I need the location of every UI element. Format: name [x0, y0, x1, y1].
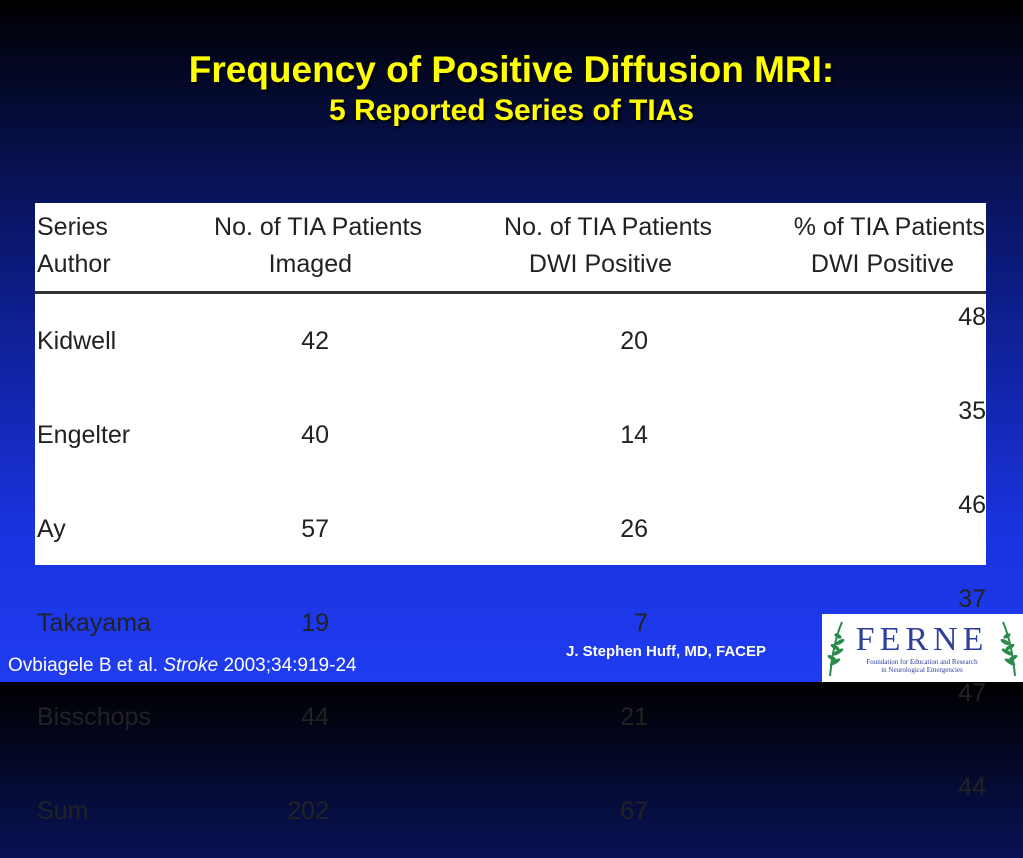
cell-dwi-percent: 44: [958, 773, 986, 801]
title-line-1: Frequency of Positive Diffusion MRI:: [188, 49, 835, 90]
citation-prefix: Ovbiagele B et al.: [8, 655, 164, 676]
cell-dwi-count: 7: [634, 608, 648, 637]
cell-imaged-wrap: 202: [187, 764, 422, 858]
cell-dwi-count: 14: [620, 420, 648, 449]
cell-dwi-percent-wrap: 47: [712, 670, 986, 764]
header-text: DWI Positive: [528, 250, 672, 278]
cell-imaged: 19: [301, 608, 329, 637]
cell-dwi-percent-wrap: 35: [712, 388, 986, 482]
table-header-row: Series Author No. of TIA Patients Imaged…: [35, 203, 986, 294]
cell-dwi-percent: 46: [958, 491, 986, 519]
cell-author: Kidwell: [37, 326, 117, 355]
cell-dwi-count-wrap: 21: [422, 670, 712, 764]
cell-author: Engelter: [37, 420, 131, 449]
cell-imaged-wrap: 40: [187, 388, 422, 482]
cell-dwi-percent: 48: [958, 303, 986, 331]
fern-leaf-left-icon: [827, 621, 845, 677]
cell-imaged-wrap: 19: [187, 576, 422, 670]
header-text: Author: [37, 250, 111, 278]
header-series-author: Series Author: [35, 203, 187, 294]
title-line-2: 5 Reported Series of TIAs: [328, 94, 695, 127]
cell-dwi-count: 21: [620, 702, 648, 731]
logo-subtitle-2: in Neurological Emergencies: [881, 666, 963, 674]
logo-wordmark: FERNE: [856, 621, 989, 658]
cell-dwi-percent-wrap: 44: [712, 764, 986, 858]
cell-dwi-count-wrap: 7: [422, 576, 712, 670]
cell-imaged: 57: [301, 514, 329, 543]
cell-dwi-count-wrap: 20: [422, 293, 712, 389]
presenter-name: J. Stephen Huff, MD, FACEP: [566, 643, 767, 660]
cell-dwi-count: 67: [620, 796, 648, 825]
cell-imaged-wrap: 57: [187, 482, 422, 576]
header-text: No. of TIA Patients: [504, 213, 712, 241]
cell-imaged: 44: [301, 702, 329, 731]
citation-suffix: 2003;34:919-24: [218, 655, 357, 676]
table-row: Bisschops 44 21 47: [35, 670, 986, 764]
cell-author: Ay: [37, 514, 66, 543]
table-row: Takayama 19 7 37: [35, 576, 986, 670]
results-table: Series Author No. of TIA Patients Imaged…: [35, 203, 986, 825]
header-text: Series: [37, 213, 108, 241]
cell-imaged: 40: [301, 420, 329, 449]
table-row: Ay 57 26 46: [35, 482, 986, 576]
table-row: Engelter 40 14 35: [35, 388, 986, 482]
cell-author: Bisschops: [37, 702, 151, 731]
cell-dwi-count: 26: [620, 514, 648, 543]
cell-imaged: 202: [287, 796, 329, 825]
cell-dwi-percent-wrap: 37: [712, 576, 986, 670]
cell-dwi-count-wrap: 67: [422, 764, 712, 858]
cell-imaged-wrap: 42: [187, 293, 422, 389]
header-dwi-positive-count: No. of TIA Patients DWI Positive: [422, 203, 712, 294]
cell-dwi-percent: 37: [958, 585, 986, 613]
citation: Ovbiagele B et al. Stroke 2003;34:919-24: [8, 655, 357, 677]
cell-imaged-wrap: 44: [187, 670, 422, 764]
header-text: No. of TIA Patients: [214, 213, 422, 241]
cell-author: Takayama: [37, 608, 151, 637]
header-text: % of TIA Patients: [793, 213, 985, 241]
header-text: Imaged: [268, 250, 352, 278]
cell-dwi-percent-wrap: 48: [712, 293, 986, 389]
header-text: DWI Positive: [810, 250, 954, 278]
table-row-sum: Sum 202 67 44: [35, 764, 986, 858]
ferne-logo-graphic: FERNE Foundation for Education and Resea…: [827, 621, 1018, 677]
table-row: Kidwell 42 20 48: [35, 293, 986, 389]
header-dwi-positive-percent: % of TIA Patients DWI Positive: [712, 203, 986, 294]
cell-dwi-count-wrap: 26: [422, 482, 712, 576]
cell-dwi-percent-wrap: 46: [712, 482, 986, 576]
cell-author: Sum: [37, 796, 89, 825]
logo-subtitle-1: Foundation for Education and Research: [866, 658, 978, 666]
cell-dwi-count: 20: [620, 326, 648, 355]
cell-imaged: 42: [301, 326, 329, 355]
cell-dwi-count-wrap: 14: [422, 388, 712, 482]
fern-leaf-right-icon: [1000, 621, 1018, 677]
citation-journal: Stroke: [163, 655, 219, 676]
slide-title: Frequency of Positive Diffusion MRI: 5 R…: [0, 48, 1023, 130]
header-imaged: No. of TIA Patients Imaged: [187, 203, 422, 294]
cell-dwi-percent: 35: [958, 397, 986, 425]
ferne-logo: FERNE Foundation for Education and Resea…: [822, 614, 1023, 682]
